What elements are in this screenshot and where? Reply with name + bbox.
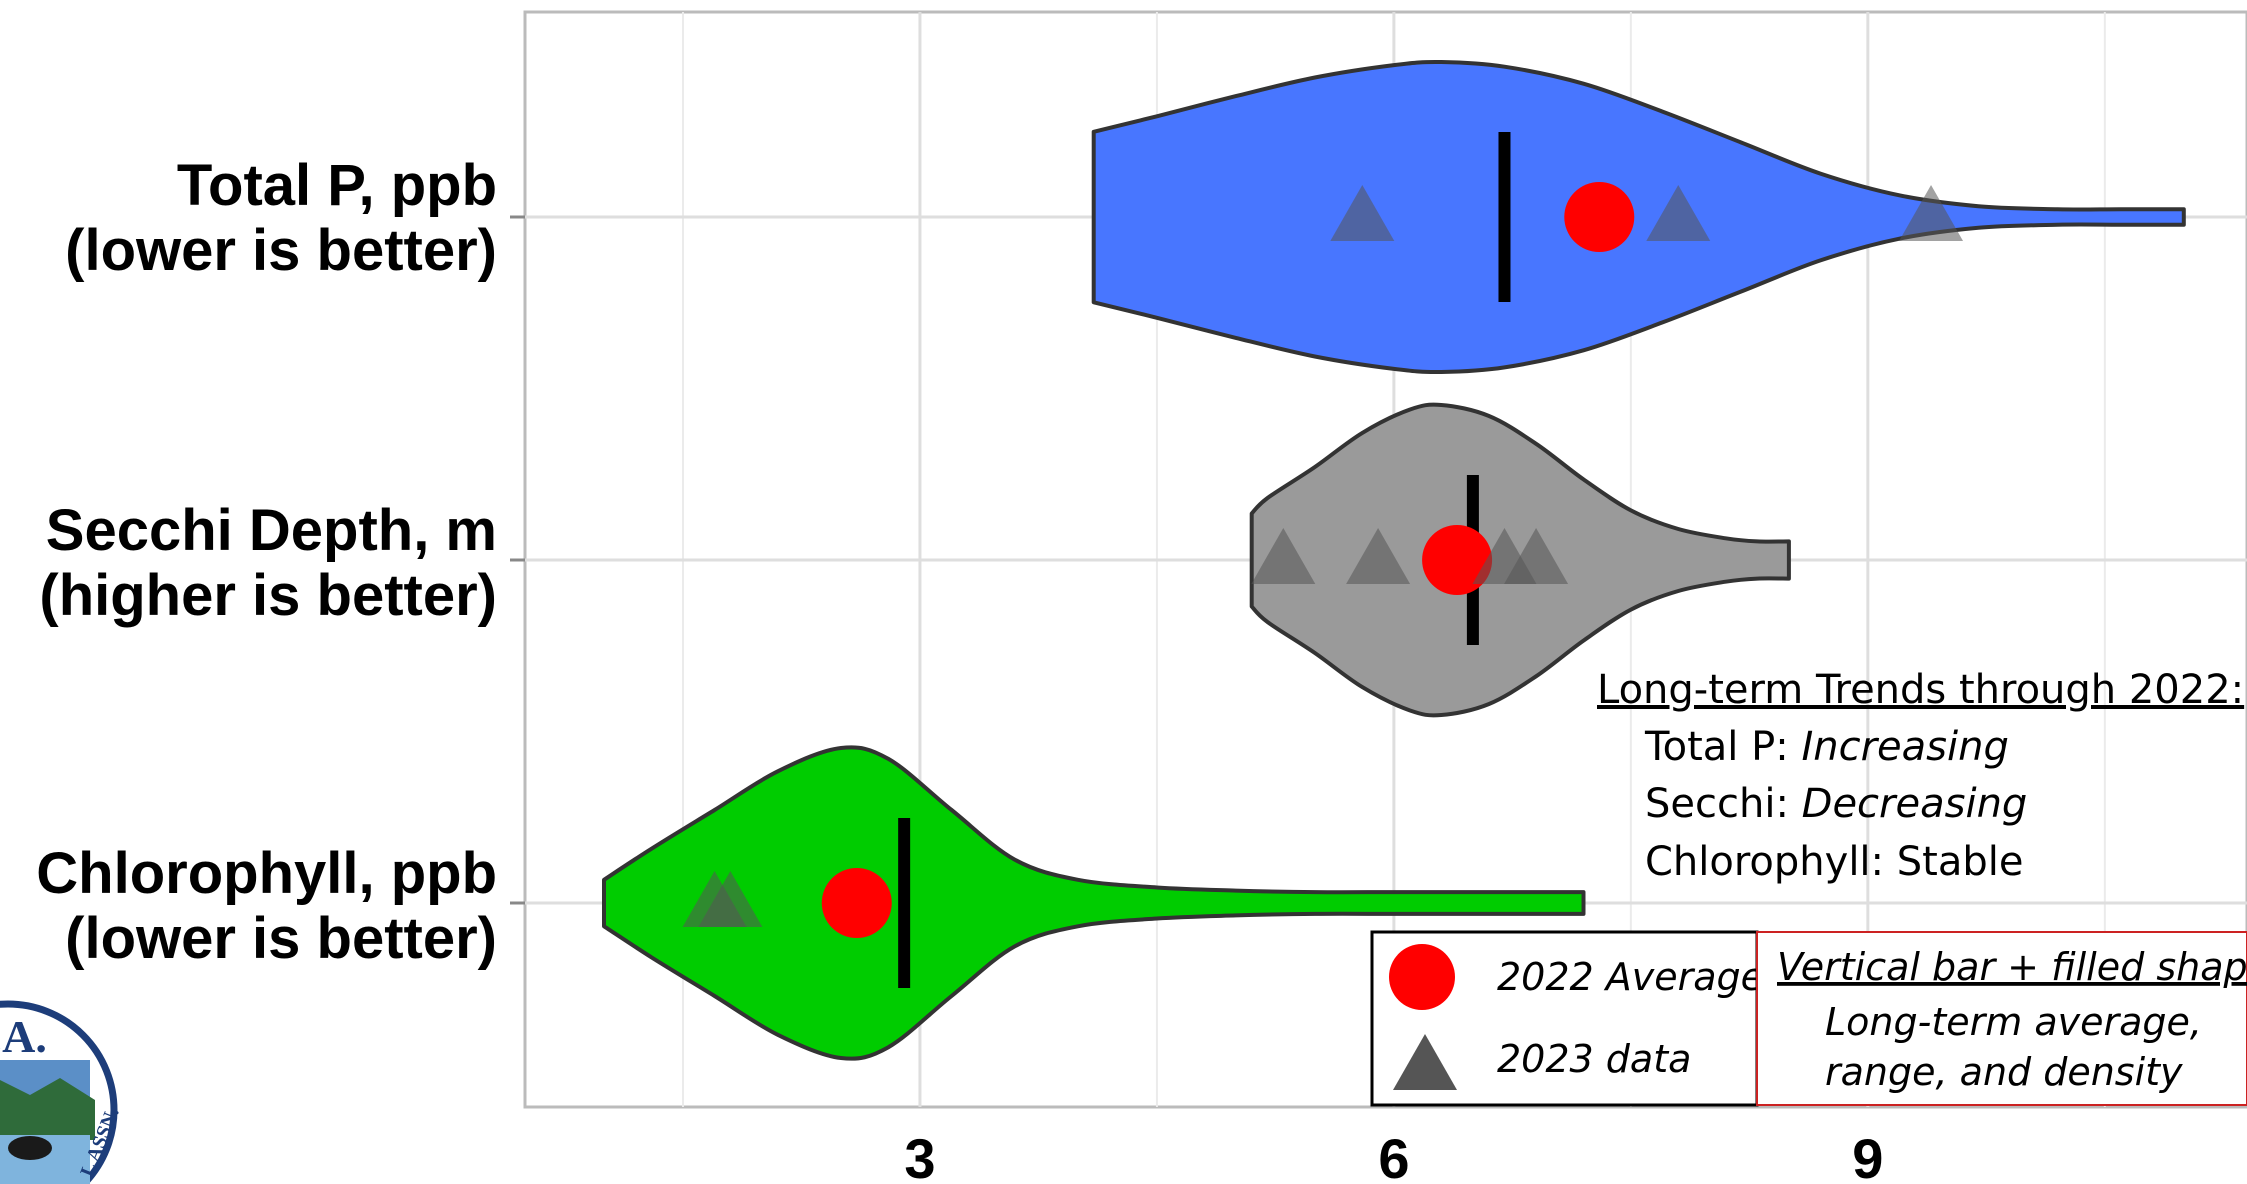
x-axis-tick-labels: 3 6 9 <box>904 1127 1883 1184</box>
avg-2022-point <box>821 868 892 938</box>
trend-line-secchi: Secchi: Decreasing <box>1645 781 2027 827</box>
data-2023-point <box>698 871 763 927</box>
data-2023-point <box>1330 185 1395 241</box>
data-2023-point <box>1346 528 1411 584</box>
logo-trees <box>0 1078 95 1140</box>
logo-loon <box>8 1136 52 1160</box>
violin-total-p <box>1091 59 2186 375</box>
cat-label-secchi-line1: Secchi Depth, m <box>46 498 497 563</box>
trend-value-chlorophyll: Stable <box>1897 839 2024 885</box>
cat-label-total-p-line1: Total P, ppb <box>177 153 497 218</box>
trend-value-total-p: Increasing <box>1801 724 2008 770</box>
trend-label-total-p: Total P: <box>1644 724 1801 770</box>
legend-data-marker <box>1393 1034 1457 1090</box>
cat-label-secchi-line2: (higher is better) <box>39 563 497 628</box>
data-2023-point <box>1646 185 1711 241</box>
legend-shape-title: Vertical bar + filled shape: <box>1777 945 2247 989</box>
violins <box>602 59 2186 1061</box>
trend-label-chlorophyll: Chlorophyll: <box>1645 839 1897 885</box>
avg-2022-point <box>1422 525 1493 595</box>
x-tick-label-6: 6 <box>1378 1127 1409 1184</box>
logo: E.A. L ASSN. <box>0 1000 124 1184</box>
legend-avg-marker <box>1389 944 1455 1010</box>
legend-shape-line1: Long-term average, <box>1825 1000 2202 1044</box>
avg-2022-point <box>1564 182 1635 252</box>
data-2023-point <box>1504 528 1569 584</box>
category-labels: Total P, ppb (lower is better) Secchi De… <box>36 153 497 971</box>
trend-line-chlorophyll: Chlorophyll: Stable <box>1645 839 2023 885</box>
cat-label-total-p-line2: (lower is better) <box>65 218 497 283</box>
logo-text-top: E.A. <box>0 1011 47 1062</box>
legend-data-label: 2023 data <box>1497 1037 1691 1081</box>
legend-shape-line2: range, and density <box>1825 1050 2183 1094</box>
trend-value-secchi: Decreasing <box>1802 781 2028 827</box>
legend: 2022 Average 2023 data Vertical bar + fi… <box>1370 930 2247 1107</box>
violin-chlorophyll <box>602 745 1586 1061</box>
trend-label-secchi: Secchi: <box>1645 781 1802 827</box>
cat-label-chlorophyll-line2: (lower is better) <box>65 906 497 971</box>
long-term-average-bar <box>898 818 911 988</box>
x-tick-label-9: 9 <box>1852 1127 1883 1184</box>
trends-title: Long-term Trends through 2022: <box>1597 667 2244 713</box>
legend-shape-box <box>1756 931 2247 1106</box>
trend-line-total-p: Total P: Increasing <box>1644 724 2009 770</box>
data-2023-point <box>1899 185 1964 241</box>
avg-2022-points <box>821 182 1635 938</box>
trends-annotation: Long-term Trends through 2022: Total P: … <box>1597 667 2244 885</box>
cat-label-chlorophyll-line1: Chlorophyll, ppb <box>36 841 497 906</box>
x-tick-label-3: 3 <box>904 1127 935 1184</box>
data-2023-points <box>682 185 1964 927</box>
data-2023-point <box>1251 528 1316 584</box>
long-term-average-bar <box>1498 132 1511 302</box>
legend-avg-label: 2022 Average <box>1497 955 1764 999</box>
